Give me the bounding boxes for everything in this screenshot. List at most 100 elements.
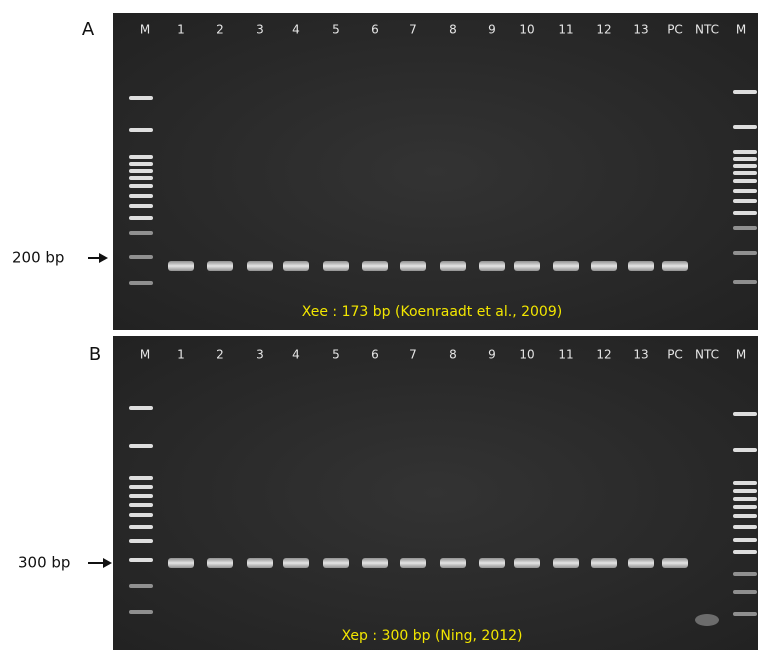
dna-band: [553, 558, 579, 568]
marker-label: 200 bp: [12, 249, 64, 267]
lane-label: 2: [216, 23, 224, 37]
ladder-band: [129, 406, 153, 410]
ladder-band: [129, 539, 153, 543]
lane-label: 4: [292, 348, 300, 362]
ladder-band: [733, 590, 757, 594]
dna-band: [362, 261, 388, 271]
dna-band: [400, 261, 426, 271]
ladder-band: [733, 226, 757, 230]
dna-band: [662, 558, 688, 568]
ladder-band: [733, 157, 757, 161]
dna-band: [553, 261, 579, 271]
ladder-band: [733, 497, 757, 501]
ladder-band: [129, 231, 153, 235]
ladder-band: [733, 481, 757, 485]
lane-label: 9: [488, 348, 496, 362]
lane-label: 10: [519, 348, 534, 362]
dna-band: [440, 558, 466, 568]
dna-band: [283, 558, 309, 568]
ladder-band: [733, 164, 757, 168]
dna-band: [591, 261, 617, 271]
gel-caption: Xee : 173 bp (Koenraadt et al., 2009): [302, 304, 562, 320]
dna-band: [168, 261, 194, 271]
lane-label: M: [736, 23, 746, 37]
lane-label: 7: [409, 348, 417, 362]
ladder-band: [733, 251, 757, 255]
ladder-band: [733, 171, 757, 175]
lane-label: 7: [409, 23, 417, 37]
ladder-band: [129, 169, 153, 173]
dna-band: [247, 261, 273, 271]
lane-label: M: [736, 348, 746, 362]
lane-label: 12: [596, 23, 611, 37]
dna-band: [514, 261, 540, 271]
ladder-band: [733, 280, 757, 284]
ladder-band: [129, 610, 153, 614]
dna-band: [628, 261, 654, 271]
ladder-band: [129, 558, 153, 562]
lane-label: PC: [667, 23, 683, 37]
ladder-band: [129, 176, 153, 180]
ladder-band: [129, 155, 153, 159]
dna-band: [323, 261, 349, 271]
lane-label: 6: [371, 23, 379, 37]
marker-label: 300 bp: [18, 554, 70, 572]
dna-band: [479, 261, 505, 271]
dna-band: [514, 558, 540, 568]
dna-band: [440, 261, 466, 271]
ladder-band: [129, 216, 153, 220]
lane-label: 11: [558, 348, 573, 362]
ladder-band: [129, 503, 153, 507]
lane-label: 2: [216, 348, 224, 362]
ladder-band: [733, 550, 757, 554]
dna-band: [628, 558, 654, 568]
gel-image: [113, 13, 758, 330]
dna-band: [662, 261, 688, 271]
primer-dimer: [695, 614, 719, 626]
lane-label: 3: [256, 348, 264, 362]
lane-label: 5: [332, 348, 340, 362]
ladder-band: [733, 412, 757, 416]
dna-band: [207, 261, 233, 271]
gel-image: [113, 336, 758, 650]
dna-band: [323, 558, 349, 568]
panel-label: A: [82, 19, 95, 40]
lane-label: 3: [256, 23, 264, 37]
ladder-band: [129, 584, 153, 588]
ladder-band: [733, 505, 757, 509]
marker-arrowhead: [103, 558, 112, 568]
ladder-band: [129, 194, 153, 198]
lane-label: 6: [371, 348, 379, 362]
lane-label: 11: [558, 23, 573, 37]
lane-label: 13: [633, 23, 648, 37]
ladder-band: [129, 444, 153, 448]
marker-arrowhead: [99, 253, 108, 263]
ladder-band: [733, 211, 757, 215]
lane-label: NTC: [695, 23, 719, 37]
lane-label: 1: [177, 23, 185, 37]
lane-label: 13: [633, 348, 648, 362]
lane-label: 8: [449, 348, 457, 362]
ladder-band: [733, 572, 757, 576]
ladder-band: [129, 494, 153, 498]
ladder-band: [129, 204, 153, 208]
ladder-band: [129, 281, 153, 285]
lane-label: M: [140, 23, 150, 37]
lane-label: 12: [596, 348, 611, 362]
dna-band: [283, 261, 309, 271]
lane-label: 9: [488, 23, 496, 37]
lane-label: 1: [177, 348, 185, 362]
ladder-band: [733, 199, 757, 203]
ladder-band: [733, 612, 757, 616]
lane-label: 8: [449, 23, 457, 37]
dna-band: [168, 558, 194, 568]
ladder-band: [733, 90, 757, 94]
dna-band: [591, 558, 617, 568]
ladder-band: [129, 255, 153, 259]
dna-band: [400, 558, 426, 568]
ladder-band: [733, 179, 757, 183]
lane-label: NTC: [695, 348, 719, 362]
ladder-band: [733, 489, 757, 493]
ladder-band: [733, 189, 757, 193]
